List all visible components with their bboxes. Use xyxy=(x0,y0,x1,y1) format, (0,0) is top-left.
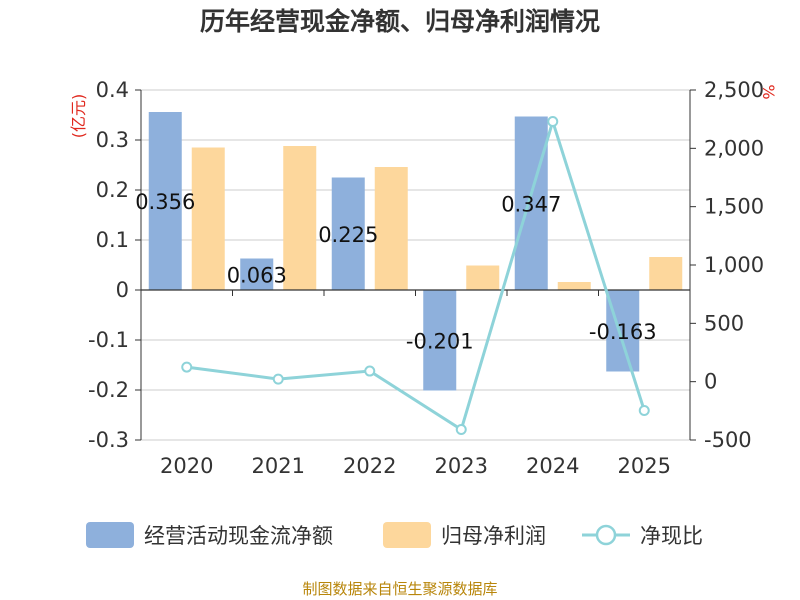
chart-title: 历年经营现金净额、归母净利润情况 xyxy=(200,7,600,36)
bar-net-profit xyxy=(649,257,683,290)
bar-net-profit xyxy=(374,167,408,290)
left-tick-label: -0.1 xyxy=(88,328,129,352)
bar-net-profit xyxy=(557,282,591,290)
legend-label-cash-flow[interactable]: 经营活动现金流净额 xyxy=(144,524,333,548)
right-tick-label: 500 xyxy=(704,311,744,335)
left-tick-label: -0.2 xyxy=(88,378,129,402)
right-tick-label: 0 xyxy=(704,370,717,394)
ratio-line-series xyxy=(181,116,650,435)
right-tick-label: 1,000 xyxy=(704,253,764,277)
ratio-point xyxy=(455,424,467,435)
x-tick-label: 2020 xyxy=(160,454,213,478)
left-tick-label: 0 xyxy=(116,278,129,302)
right-tick-label: 1,500 xyxy=(704,195,764,219)
data-label-cash-flow: 0.347 xyxy=(501,192,561,216)
grid xyxy=(141,89,690,441)
left-axis-unit: (亿元) xyxy=(69,94,88,139)
bar-cash-flow xyxy=(148,112,182,290)
data-labels: 0.356 0.063 0.225 -0.201 0.347 -0.163 xyxy=(135,190,656,353)
bar-cash-flow xyxy=(423,290,457,391)
ratio-point xyxy=(272,373,284,385)
left-tick-label: 0.1 xyxy=(96,228,129,252)
bar-net-profit xyxy=(283,146,317,290)
bar-net-profit xyxy=(466,265,500,290)
legend-marker-ratio[interactable] xyxy=(595,524,617,546)
legend-swatch-cash-flow[interactable] xyxy=(86,522,134,548)
left-tick-label: 0.2 xyxy=(96,178,129,202)
ratio-point xyxy=(547,116,559,127)
data-label-cash-flow: 0.063 xyxy=(227,263,287,287)
data-label-cash-flow: 0.225 xyxy=(318,223,378,247)
bar-cash-flow xyxy=(514,116,548,290)
bars xyxy=(148,112,683,391)
ratio-point xyxy=(181,361,193,373)
data-label-cash-flow: 0.356 xyxy=(135,190,195,214)
footer-source: 制图数据来自恒生聚源数据库 xyxy=(302,580,497,598)
x-tick-label: 2025 xyxy=(618,454,671,478)
left-tick-label: 0.4 xyxy=(96,78,129,102)
legend-swatch-net-profit[interactable] xyxy=(383,522,431,548)
ratio-point xyxy=(638,404,650,416)
right-tick-label: -500 xyxy=(704,428,752,452)
right-tick-label: 2,500 xyxy=(704,78,764,102)
x-tick-label: 2023 xyxy=(435,454,488,478)
axes: 0.4 0.3 0.2 0.1 0 -0.1 -0.2 -0.3 2,500 2,000 1,500… xyxy=(88,78,764,478)
bar-cash-flow xyxy=(331,177,365,290)
left-tick-label: -0.3 xyxy=(88,428,129,452)
left-tick-label: 0.3 xyxy=(96,128,129,152)
x-tick-label: 2021 xyxy=(252,454,305,478)
ratio-point xyxy=(364,365,376,377)
bar-cash-flow xyxy=(240,258,274,290)
ratio-line xyxy=(186,116,646,432)
x-tick-label: 2024 xyxy=(526,454,579,478)
legend-label-ratio[interactable]: 净现比 xyxy=(640,524,703,548)
bar-net-profit xyxy=(191,147,225,290)
legend-label-net-profit[interactable]: 归母净利润 xyxy=(441,524,546,548)
x-tick-label: 2022 xyxy=(343,454,396,478)
right-tick-label: 2,000 xyxy=(704,136,764,160)
data-label-cash-flow: -0.163 xyxy=(589,320,657,344)
legend: 经营活动现金流净额 归母净利润 净现比 xyxy=(86,522,703,548)
data-label-cash-flow: -0.201 xyxy=(406,329,474,353)
right-axis-unit: % xyxy=(759,84,778,99)
